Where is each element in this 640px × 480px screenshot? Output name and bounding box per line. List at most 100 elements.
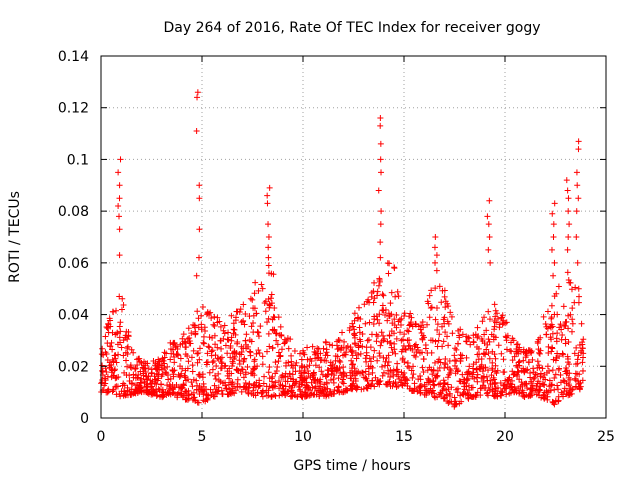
data-point — [231, 353, 238, 360]
data-point — [482, 351, 489, 358]
data-point — [311, 348, 318, 355]
data-point — [434, 327, 441, 334]
data-point — [473, 359, 480, 366]
data-point — [189, 383, 196, 390]
data-point — [220, 327, 227, 334]
data-point — [545, 343, 552, 350]
data-point — [247, 352, 254, 359]
data-point — [113, 307, 120, 314]
data-point — [401, 331, 408, 338]
data-point — [544, 363, 551, 370]
data-point — [484, 213, 491, 220]
data-point — [261, 373, 268, 380]
data-point — [234, 384, 241, 391]
data-point — [459, 371, 466, 378]
data-point — [251, 372, 258, 379]
data-point — [247, 295, 254, 302]
data-point — [377, 140, 384, 147]
data-point — [181, 372, 188, 379]
data-point — [255, 333, 262, 340]
data-point — [210, 393, 217, 400]
data-point — [301, 376, 308, 383]
data-point — [555, 283, 562, 290]
data-point — [384, 381, 391, 388]
data-points — [98, 89, 587, 410]
data-point — [471, 375, 478, 382]
data-point — [465, 375, 472, 382]
data-point — [264, 319, 271, 326]
data-point — [315, 354, 322, 361]
data-point — [240, 301, 247, 308]
data-point — [265, 392, 272, 399]
data-point — [401, 310, 408, 317]
data-point — [117, 339, 124, 346]
data-point — [107, 317, 114, 324]
data-point — [259, 285, 266, 292]
data-point — [397, 379, 404, 386]
data-point — [314, 345, 321, 352]
plot-frame — [100, 55, 607, 419]
data-point — [441, 365, 448, 372]
data-point — [122, 332, 129, 339]
data-point — [434, 343, 441, 350]
data-point — [421, 334, 428, 341]
data-point — [377, 221, 384, 228]
data-point — [472, 331, 479, 338]
data-point — [164, 363, 171, 370]
data-point — [568, 286, 575, 293]
y-tick-label: 0 — [80, 411, 89, 427]
data-point — [102, 333, 109, 340]
data-point — [323, 349, 330, 356]
data-point — [359, 369, 366, 376]
data-point — [417, 373, 424, 380]
data-point — [195, 315, 202, 322]
data-point — [323, 380, 330, 387]
data-point — [527, 392, 534, 399]
data-point — [485, 221, 492, 228]
data-point — [411, 352, 418, 359]
data-point — [484, 341, 491, 348]
data-point — [492, 307, 499, 314]
data-point — [484, 389, 491, 396]
data-point — [385, 270, 392, 277]
data-point — [347, 344, 354, 351]
data-point — [189, 368, 196, 375]
data-point — [210, 358, 217, 365]
data-point — [255, 347, 262, 354]
data-point — [473, 374, 480, 381]
data-point — [233, 366, 240, 373]
y-tick-label: 0.08 — [58, 204, 89, 220]
data-point — [310, 377, 317, 384]
data-point — [269, 373, 276, 380]
data-point — [160, 391, 167, 398]
data-point — [493, 310, 500, 317]
data-point — [352, 349, 359, 356]
data-point — [401, 359, 408, 366]
data-point — [444, 318, 451, 325]
data-point — [573, 344, 580, 351]
data-point — [523, 392, 530, 399]
data-point — [485, 246, 492, 253]
data-point — [483, 327, 490, 334]
data-point — [466, 363, 473, 370]
data-point — [465, 392, 472, 399]
data-point — [373, 313, 380, 320]
data-point — [186, 334, 193, 341]
data-point — [555, 397, 562, 404]
data-point — [221, 322, 228, 329]
data-point — [377, 342, 384, 349]
data-point — [109, 367, 116, 374]
data-point — [354, 384, 361, 391]
data-point — [536, 364, 543, 371]
data-point — [184, 376, 191, 383]
data-point — [312, 362, 319, 369]
data-point — [386, 313, 393, 320]
data-point — [393, 383, 400, 390]
data-point — [323, 357, 330, 364]
data-point — [220, 335, 227, 342]
data-point — [453, 365, 460, 372]
data-point — [378, 208, 385, 215]
data-point — [195, 386, 202, 393]
data-point — [361, 301, 368, 308]
data-point — [363, 358, 370, 365]
